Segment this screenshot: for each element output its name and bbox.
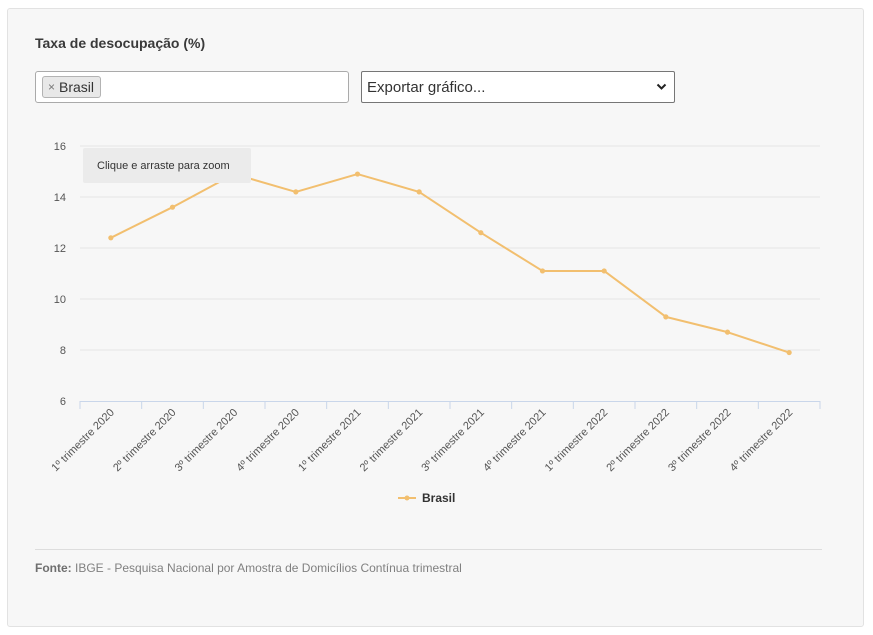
y-tick-label: 6 (60, 396, 66, 408)
data-point (663, 314, 669, 320)
x-tick-label: 1º trimestre 2020 (49, 407, 117, 475)
chart-card (7, 8, 864, 627)
data-point (786, 349, 792, 356)
x-tick-label: 2º trimestre 2022 (604, 407, 672, 475)
data-point (539, 268, 546, 274)
data-point (293, 189, 299, 195)
data-point (724, 329, 731, 335)
x-tick-label: 2º trimestre 2021 (358, 407, 426, 475)
x-tick-label: 1º trimestre 2022 (543, 407, 611, 475)
chart-title: Taxa de desocupação (%) (35, 35, 206, 51)
zoom-tooltip: Clique e arraste para zoom (83, 148, 251, 183)
remove-tag-icon[interactable]: × (48, 80, 56, 94)
source-label: Fonte: (35, 561, 72, 575)
export-chart-select[interactable]: Exportar gráfico... (361, 71, 675, 103)
data-point (478, 230, 484, 236)
legend-line-marker (398, 495, 416, 501)
x-tick-label: 4º trimestre 2021 (481, 407, 549, 475)
footer-divider (35, 549, 822, 550)
chart-legend[interactable]: Brasil (398, 491, 455, 505)
y-tick-label: 10 (54, 294, 66, 306)
legend-label: Brasil (422, 491, 456, 505)
x-tick-label: 2º trimestre 2020 (111, 407, 179, 475)
y-tick-label: 8 (60, 345, 66, 357)
x-tick-label: 4º trimestre 2020 (234, 407, 302, 475)
data-point (169, 204, 176, 210)
x-tick-label: 3º trimestre 2020 (173, 407, 241, 475)
y-tick-label: 12 (54, 243, 66, 255)
series-line (110, 173, 790, 354)
y-tick-label: 16 (54, 141, 66, 153)
data-point (601, 268, 607, 274)
data-point (416, 189, 422, 195)
y-tick-label: 14 (54, 192, 66, 204)
chevron-down-icon (656, 83, 667, 90)
data-point (354, 171, 361, 177)
region-filter-input[interactable]: × Brasil (35, 71, 349, 103)
x-tick-label: 3º trimestre 2022 (666, 407, 734, 475)
region-tag: × Brasil (42, 76, 102, 98)
region-tag-label: Brasil (59, 79, 95, 95)
x-tick-label: 4º trimestre 2022 (728, 407, 796, 475)
x-tick-label: 1º trimestre 2021 (296, 407, 364, 475)
x-tick-label: 3º trimestre 2021 (419, 407, 487, 475)
data-point (108, 235, 114, 241)
source-note: Fonte: IBGE - Pesquisa Nacional por Amos… (35, 561, 462, 575)
export-select-label: Exportar gráfico... (367, 78, 486, 96)
source-text: IBGE - Pesquisa Nacional por Amostra de … (75, 561, 462, 575)
